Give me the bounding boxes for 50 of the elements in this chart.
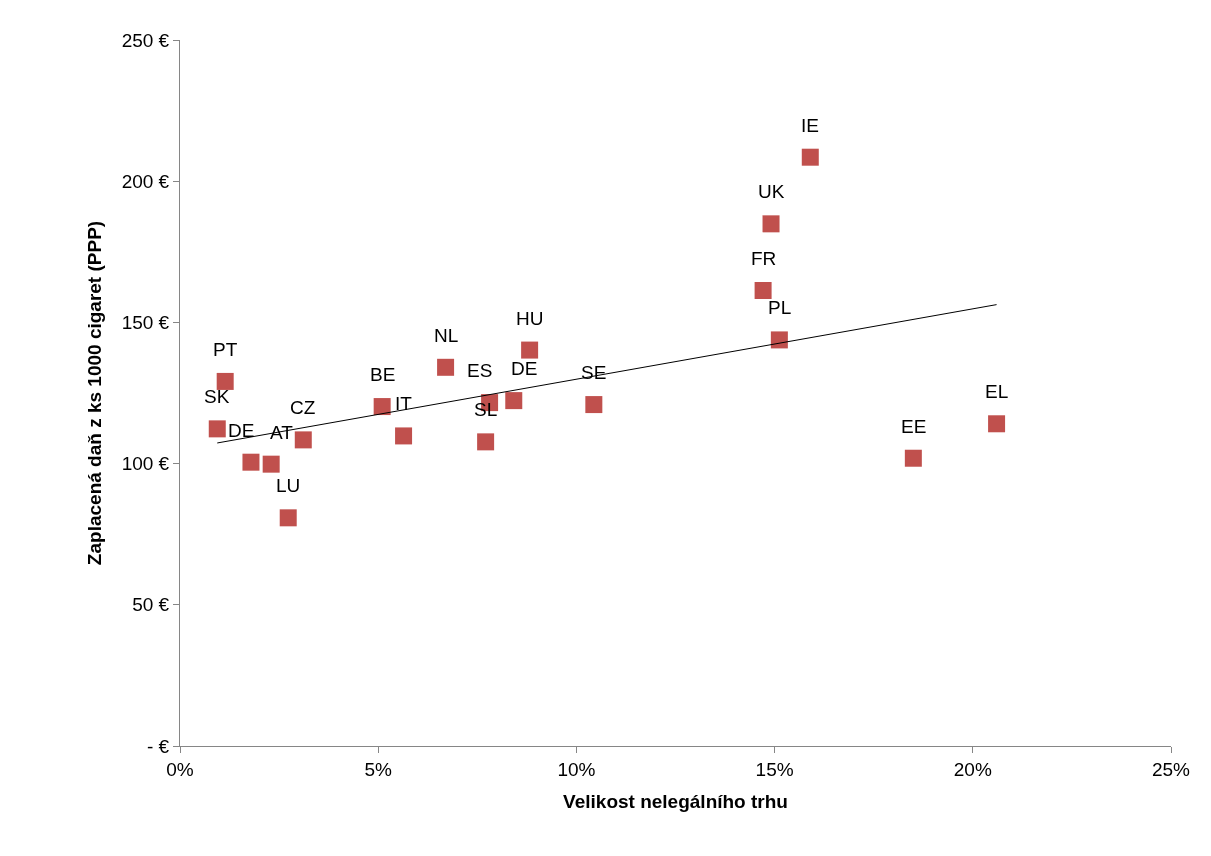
point [437,358,455,376]
x-tick-label: 15% [755,758,794,780]
point [262,455,280,473]
point [754,281,772,299]
x-tick-label: 20% [953,758,992,780]
y-tick-label: 150 € [121,312,170,334]
annotation: NL [434,325,459,346]
point [395,427,413,445]
point [801,148,819,166]
annotation: UK [758,181,785,202]
point [505,392,523,410]
y-tick-label: 250 € [121,29,170,51]
point [762,215,780,233]
x-tick-label: 0% [166,758,194,780]
y-axis-title: Zaplacená daň z ks 1000 cigaret (PPP) [83,220,105,566]
x-tick-label: 5% [364,758,393,780]
annotation: HU [516,308,544,329]
point [770,331,788,349]
point [521,341,539,359]
annotation: CZ [290,397,316,418]
annotation: LU [276,475,301,496]
x-axis-title: Velikost nelegálního trhu [563,790,788,812]
y-tick-label: 100 € [121,453,170,475]
point [988,415,1006,433]
point [216,372,234,390]
annotation: DE [511,358,538,379]
annotation: DE [228,420,255,441]
annotation: ES [467,360,493,381]
point [904,449,922,467]
annotation: BE [370,364,396,385]
y-tick-label: 50 € [132,594,170,616]
annotation: FR [751,248,777,269]
annotation: SK [204,386,230,407]
y-tick-label: - € [147,735,170,757]
point [208,420,226,438]
point [585,396,603,414]
annotation: EE [901,416,927,437]
annotation: IT [395,393,413,414]
annotation: IE [801,115,819,136]
point [242,453,260,471]
point [294,431,312,449]
annotation: PL [768,297,792,318]
annotation: PT [213,339,238,360]
point [279,509,297,527]
x-tick-label: 10% [557,758,596,780]
y-tick-label: 200 € [121,170,170,192]
x-tick-label: 25% [1151,758,1191,780]
point [477,433,495,451]
annotation: EL [985,381,1009,402]
point [373,398,391,416]
